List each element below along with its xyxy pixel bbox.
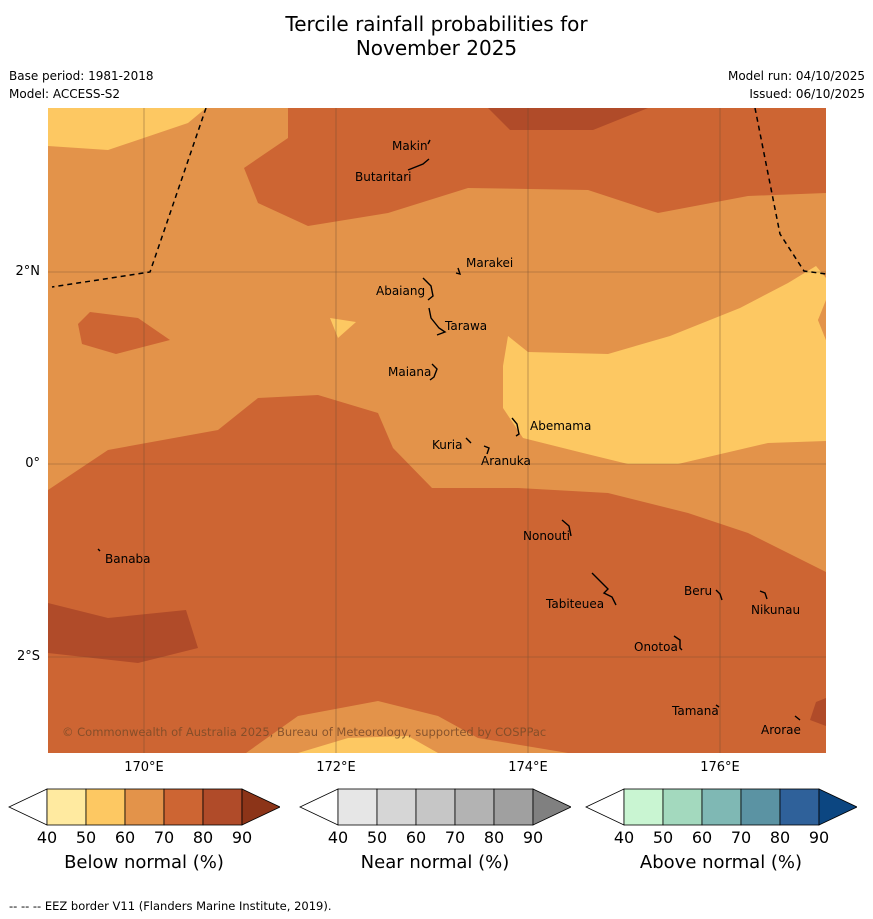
label-abaiang: Abaiang — [376, 284, 425, 298]
label-kuria: Kuria — [432, 438, 463, 452]
region-50-60-right — [503, 266, 826, 464]
near-swatch-1 — [337, 788, 378, 826]
above-extend-low — [585, 788, 625, 826]
model-name: Model: ACCESS-S2 — [9, 87, 121, 101]
below-tick-90: 90 — [231, 828, 253, 847]
meta-left: Base period: 1981-2018 Model: ACCESS-S2 — [9, 67, 154, 103]
near-tick-40: 40 — [327, 828, 349, 847]
label-tabiteuea: Tabiteuea — [545, 597, 604, 611]
region-50-60-bottom — [298, 736, 438, 753]
lon-tick-170: 170°E — [124, 760, 164, 775]
below-swatch-5 — [202, 788, 243, 826]
lon-tick-172: 172°E — [316, 760, 356, 775]
label-makin: Makin — [392, 139, 428, 153]
region-70-80-left-blob — [78, 312, 170, 354]
above-tick-40: 40 — [613, 828, 635, 847]
label-arorae: Arorae — [761, 723, 801, 737]
near-tick-50: 50 — [366, 828, 388, 847]
label-tamana: Tamana — [671, 704, 719, 718]
region-60-70-island — [818, 304, 826, 340]
meta-right: Model run: 04/10/2025 Issued: 06/10/2025 — [728, 67, 865, 103]
below-swatch-2 — [85, 788, 126, 826]
above-swatch-4 — [740, 788, 781, 826]
lon-tick-174: 174°E — [508, 760, 548, 775]
base-period: Base period: 1981-2018 — [9, 69, 154, 83]
model-run: Model run: 04/10/2025 — [727, 69, 865, 83]
below-tick-80: 80 — [192, 828, 214, 847]
label-nonouti: Nonouti — [523, 529, 570, 543]
islands — [97, 139, 801, 721]
colorbar-below-normal — [8, 788, 280, 826]
near-tick-60: 60 — [405, 828, 427, 847]
label-below-normal: Below normal (%) — [64, 852, 224, 873]
region-80-90-bottom-right — [810, 698, 826, 726]
label-butaritari: Butaritari — [355, 170, 412, 184]
above-tick-70: 70 — [730, 828, 752, 847]
above-swatch-1 — [623, 788, 664, 826]
above-tick-90: 90 — [808, 828, 830, 847]
near-extend-low — [299, 788, 339, 826]
above-tick-80: 80 — [769, 828, 791, 847]
title-line-2: November 2025 — [355, 36, 518, 60]
region-80-90-bottom-left — [48, 603, 198, 663]
lat-tick-2s: 2°S — [16, 649, 40, 664]
near-swatch-3 — [415, 788, 456, 826]
below-swatch-4 — [163, 788, 204, 826]
below-tick-50: 50 — [75, 828, 97, 847]
below-tick-40: 40 — [36, 828, 58, 847]
lon-tick-176: 176°E — [700, 760, 740, 775]
near-swatch-4 — [454, 788, 495, 826]
above-swatch-3 — [701, 788, 742, 826]
label-nikunau: Nikunau — [751, 603, 800, 617]
gridlines — [48, 108, 826, 753]
below-extend-high — [241, 788, 280, 826]
near-extend-high — [532, 788, 571, 826]
below-swatch-1 — [46, 788, 87, 826]
above-swatch-5 — [779, 788, 820, 826]
label-maiana: Maiana — [388, 365, 431, 379]
above-extend-high — [818, 788, 857, 826]
probability-map: Makin Butaritari Marakei Abaiang Tarawa … — [48, 108, 826, 753]
eez-note: -- -- -- EEZ border V11 (Flanders Marine… — [9, 899, 332, 913]
region-50-60-top-left — [48, 108, 206, 150]
label-aranuka: Aranuka — [481, 454, 531, 468]
lat-tick-2n: 2°N — [15, 264, 41, 279]
title-line-1: Tercile rainfall probabilities for — [285, 12, 588, 36]
issued-date: Issued: 06/10/2025 — [749, 87, 865, 101]
lat-tick-0: 0° — [25, 456, 40, 471]
region-70-80-bottom — [48, 395, 826, 753]
below-tick-70: 70 — [153, 828, 175, 847]
colorbar-near-normal — [299, 788, 571, 826]
label-near-normal: Near normal (%) — [360, 852, 510, 873]
label-banaba: Banaba — [105, 552, 151, 566]
below-swatch-3 — [124, 788, 165, 826]
above-tick-60: 60 — [691, 828, 713, 847]
near-tick-80: 80 — [483, 828, 505, 847]
below-tick-60: 60 — [114, 828, 136, 847]
label-tarawa: Tarawa — [444, 319, 487, 333]
near-swatch-2 — [376, 788, 417, 826]
near-swatch-5 — [493, 788, 534, 826]
region-70-80-top — [244, 108, 826, 226]
above-swatch-2 — [662, 788, 703, 826]
label-above-normal: Above normal (%) — [639, 852, 803, 873]
label-abemama: Abemama — [530, 419, 591, 433]
near-tick-70: 70 — [444, 828, 466, 847]
copyright-watermark: © Commonwealth of Australia 2025, Bureau… — [62, 725, 546, 739]
near-tick-90: 90 — [522, 828, 544, 847]
below-extend-low — [8, 788, 48, 826]
region-60-70-bottom — [246, 701, 568, 753]
colorbar-above-normal — [585, 788, 857, 826]
label-marakei: Marakei — [466, 256, 513, 270]
above-tick-50: 50 — [652, 828, 674, 847]
eez-borders — [51, 108, 826, 288]
label-onotoa: Onotoa — [634, 640, 678, 654]
map-title: Tercile rainfall probabilities for Novem… — [0, 12, 873, 60]
label-beru: Beru — [684, 584, 712, 598]
region-50-60-small — [330, 318, 356, 338]
